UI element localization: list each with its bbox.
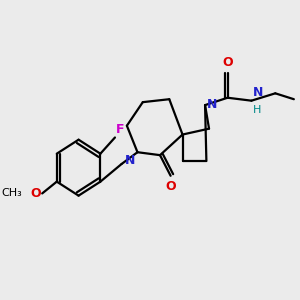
Text: N: N bbox=[253, 86, 263, 99]
Text: F: F bbox=[116, 123, 125, 136]
Text: N: N bbox=[125, 154, 135, 167]
Text: N: N bbox=[207, 98, 217, 111]
Text: O: O bbox=[165, 180, 176, 193]
Text: O: O bbox=[222, 56, 233, 69]
Text: CH₃: CH₃ bbox=[2, 188, 22, 198]
Text: O: O bbox=[31, 187, 41, 200]
Text: H: H bbox=[253, 105, 261, 115]
